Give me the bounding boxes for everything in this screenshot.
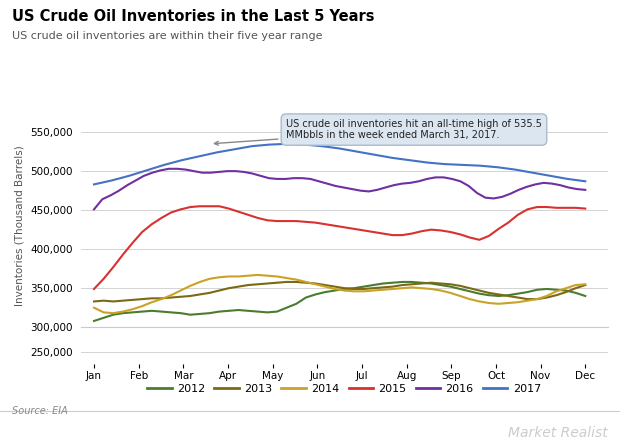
Text: Source: EIA: Source: EIA [12,406,68,416]
Text: US crude oil inventories are within their five year range: US crude oil inventories are within thei… [12,31,323,41]
Y-axis label: Inventories (Thousand Barrels): Inventories (Thousand Barrels) [15,145,25,306]
Text: US crude oil inventories hit an all-time high of 535.5
MMbbls in the week ended : US crude oil inventories hit an all-time… [215,119,542,145]
Legend: 2012, 2013, 2014, 2015, 2016, 2017: 2012, 2013, 2014, 2015, 2016, 2017 [143,380,546,399]
Text: Market Realist: Market Realist [508,425,608,440]
Text: US Crude Oil Inventories in the Last 5 Years: US Crude Oil Inventories in the Last 5 Y… [12,9,375,24]
